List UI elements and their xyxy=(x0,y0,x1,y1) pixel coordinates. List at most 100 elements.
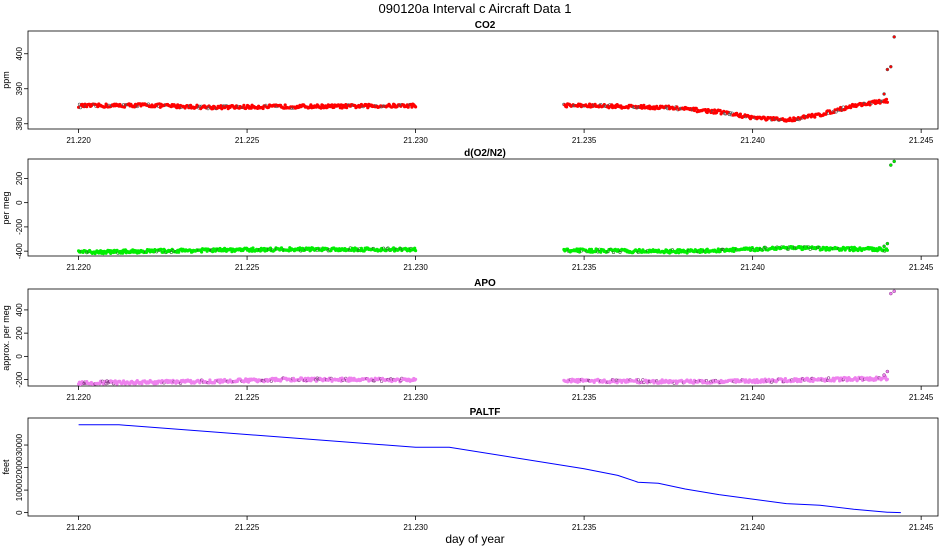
co2-point xyxy=(330,103,334,107)
do2n2-series xyxy=(76,159,896,256)
paltf-plot-frame xyxy=(27,417,939,517)
apo-point xyxy=(783,377,788,381)
co2-point xyxy=(868,103,872,107)
do2n2-panel: d(O2/N2) per meg -400 -200 0 200 21.220 21.2… xyxy=(1,148,939,272)
co2-point xyxy=(675,105,679,109)
apo-x-tick-label: 21.245 xyxy=(909,393,934,402)
do2n2-plot-frame xyxy=(27,158,939,257)
co2-point xyxy=(712,108,717,112)
co2-point xyxy=(319,106,323,110)
do2n2-point xyxy=(169,250,173,254)
apo-spike-point xyxy=(892,289,896,294)
co2-x-tick-label: 21.225 xyxy=(235,136,260,145)
do2n2-point xyxy=(159,247,163,251)
do2n2-point xyxy=(618,250,622,254)
co2-panel-title: CO2 xyxy=(475,20,496,31)
co2-x-tick-label: 21.240 xyxy=(740,136,765,145)
do2n2-point xyxy=(115,248,119,252)
do2n2-x-tick-label: 21.235 xyxy=(572,263,597,272)
co2-x-tick-label: 21.230 xyxy=(403,136,428,145)
apo-x-tick-label: 21.230 xyxy=(403,393,428,402)
do2n2-y-tick-label: 200 xyxy=(15,171,24,185)
co2-point xyxy=(694,106,698,110)
do2n2-point xyxy=(716,247,720,251)
paltf-x-tick-label: 21.240 xyxy=(740,523,765,532)
co2-point xyxy=(841,105,845,109)
paltf-series xyxy=(78,424,901,514)
apo-point xyxy=(826,376,831,380)
do2n2-x-tick-label: 21.230 xyxy=(403,263,428,272)
paltf-x-axis: 21.220 21.225 21.230 21.235 21.240 21.245 xyxy=(66,516,934,532)
apo-y-tick-label: -200 xyxy=(15,371,24,388)
paltf-x-tick-label: 21.225 xyxy=(235,523,260,532)
paltf-panel-title: PALTF xyxy=(470,407,501,418)
co2-point xyxy=(564,105,569,109)
do2n2-x-tick-label: 21.220 xyxy=(66,263,91,272)
co2-point xyxy=(366,106,370,110)
do2n2-point xyxy=(144,250,149,254)
do2n2-x-tick-label: 21.245 xyxy=(909,263,934,272)
paltf-y-tick-label: 20000 xyxy=(15,456,24,479)
co2-point xyxy=(242,103,246,107)
do2n2-y-tick-label: -400 xyxy=(15,243,24,260)
apo-panel-title: APO xyxy=(474,278,496,289)
apo-point xyxy=(178,381,183,385)
apo-x-tick-label: 21.220 xyxy=(66,393,91,402)
co2-point xyxy=(410,105,414,109)
apo-x-tick-label: 21.235 xyxy=(572,393,597,402)
apo-y-tick-label: 400 xyxy=(15,303,24,317)
do2n2-point xyxy=(200,250,204,254)
co2-series xyxy=(76,35,896,123)
apo-y-label: approx. per meg xyxy=(1,305,11,371)
co2-x-tick-label: 21.245 xyxy=(909,136,934,145)
co2-point xyxy=(838,105,843,110)
co2-point xyxy=(642,103,646,107)
co2-point xyxy=(885,100,890,104)
do2n2-point xyxy=(414,249,418,253)
do2n2-y-tick-label: -200 xyxy=(15,218,24,235)
co2-y-axis: 380 390 400 xyxy=(15,47,28,130)
apo-point xyxy=(614,378,618,382)
co2-point xyxy=(261,106,265,111)
apo-point xyxy=(636,378,640,382)
co2-plot-frame xyxy=(27,30,939,130)
apo-point xyxy=(218,381,222,385)
apo-spike-point xyxy=(889,291,893,296)
apo-y-tick-label: 200 xyxy=(15,326,24,340)
co2-spike-point xyxy=(882,92,886,96)
apo-series xyxy=(76,289,896,387)
do2n2-spike-point xyxy=(885,241,890,246)
co2-point xyxy=(626,106,630,110)
do2n2-point xyxy=(589,247,594,251)
do2n2-y-tick-label: 0 xyxy=(15,200,24,205)
do2n2-point xyxy=(251,246,255,250)
co2-spike-point xyxy=(889,64,893,69)
apo-x-tick-label: 21.240 xyxy=(740,393,765,402)
paltf-x-tick-label: 21.230 xyxy=(403,523,428,532)
co2-point xyxy=(718,108,722,113)
paltf-x-tick-label: 21.235 xyxy=(572,523,597,532)
co2-point xyxy=(189,103,193,107)
do2n2-x-axis: 21.220 21.225 21.230 21.235 21.240 21.245 xyxy=(66,256,934,272)
apo-plot-frame xyxy=(27,288,939,387)
apo-point xyxy=(799,379,803,384)
co2-point xyxy=(340,106,344,110)
paltf-y-tick-label: 10000 xyxy=(15,478,24,501)
do2n2-y-axis: -400 -200 0 200 xyxy=(15,171,28,259)
apo-x-axis: 21.220 21.225 21.230 21.235 21.240 21.245 xyxy=(66,386,934,402)
do2n2-point xyxy=(599,250,603,254)
do2n2-panel-title: d(O2/N2) xyxy=(464,148,506,159)
paltf-y-tick-label: 0 xyxy=(15,510,24,515)
co2-spike-point xyxy=(885,67,890,72)
co2-x-axis: 21.220 21.225 21.230 21.235 21.240 21.245 xyxy=(66,129,934,145)
do2n2-point xyxy=(732,249,736,253)
apo-spike-point xyxy=(885,369,890,374)
co2-point xyxy=(884,97,889,101)
co2-point xyxy=(705,110,709,115)
do2n2-spike-point xyxy=(892,159,896,164)
do2n2-x-tick-label: 21.240 xyxy=(740,263,765,272)
paltf-y-tick-label: 30000 xyxy=(15,433,24,456)
do2n2-y-label: per meg xyxy=(1,191,11,224)
